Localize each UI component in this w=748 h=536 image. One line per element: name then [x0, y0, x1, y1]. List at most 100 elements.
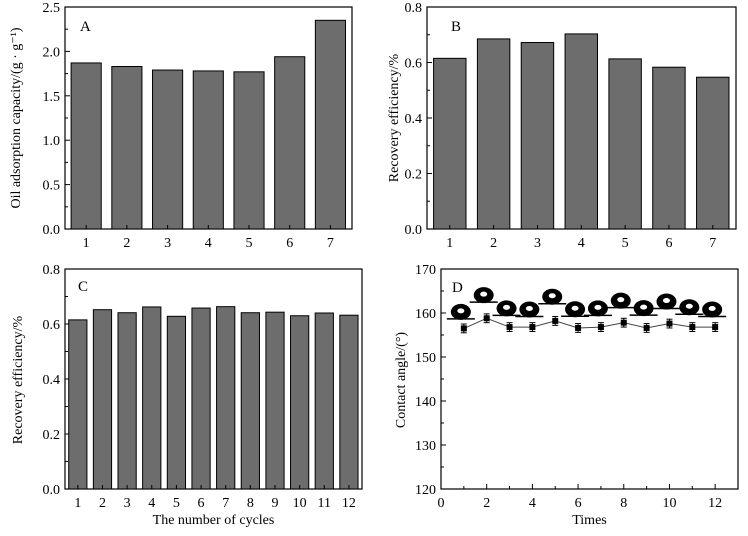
- bar: [216, 306, 236, 490]
- bar: [70, 62, 102, 230]
- x-tick-label: 7: [709, 236, 716, 251]
- bar: [233, 71, 265, 230]
- y-tick-label: 150: [415, 351, 436, 366]
- data-point: [597, 324, 604, 331]
- bar: [274, 56, 306, 230]
- bar: [68, 319, 88, 490]
- bar: [520, 42, 555, 230]
- x-tick-label: 5: [622, 236, 629, 251]
- y-tick-label: 1.0: [43, 134, 61, 149]
- y-tick-label: 0.0: [43, 223, 61, 238]
- x-tick-label: 3: [534, 236, 541, 251]
- panel-d: D 120 130 140 150 160 170 Contact angle/(°) 0 2 4 6…: [394, 263, 739, 528]
- bar: [265, 311, 285, 490]
- x-tick-label: 6: [575, 496, 582, 511]
- y-tick-label: 0.6: [405, 57, 423, 72]
- data-point: [666, 320, 673, 327]
- x-tick-label: 1: [74, 496, 81, 511]
- data-point: [506, 324, 513, 331]
- y-tick-label: 0.2: [405, 168, 423, 183]
- bar: [152, 69, 184, 230]
- droplet-highlight: [525, 305, 533, 311]
- y-tick-label: 170: [415, 263, 436, 278]
- bar: [652, 66, 686, 230]
- panel-label-text: C: [78, 279, 88, 295]
- data-point: [575, 324, 582, 331]
- x-tick-label: 6: [198, 496, 205, 511]
- data-point: [529, 324, 536, 331]
- data-point: [620, 319, 627, 326]
- bar: [290, 315, 310, 490]
- droplet-highlight: [503, 304, 511, 310]
- bar: [92, 309, 113, 490]
- y-tick-label: 2.0: [43, 45, 61, 60]
- panel-label-text: A: [80, 19, 91, 35]
- x-tick-label: 8: [247, 496, 254, 511]
- droplet-highlight: [685, 303, 693, 309]
- bar: [191, 307, 211, 490]
- y-tick-label: 0.0: [405, 223, 423, 238]
- bar: [696, 76, 730, 230]
- y-tick-label: 160: [415, 307, 436, 322]
- y-tick-label: 0.2: [43, 428, 61, 443]
- panel-label-text: B: [451, 19, 461, 35]
- x-tick-label: 2: [123, 236, 130, 251]
- y-tick-label: 0.6: [43, 318, 61, 333]
- bar: [564, 33, 598, 230]
- y-tick-label: 130: [415, 439, 436, 454]
- y-tick-label: 0.4: [43, 373, 61, 388]
- x-tick-label: 6: [665, 236, 672, 251]
- x-tick-label: 4: [578, 236, 585, 251]
- data-point: [643, 324, 650, 331]
- x-tick-label: 10: [662, 496, 676, 511]
- droplet-highlight: [708, 305, 716, 311]
- y-axis-title: Oil adsorption capacity/(g · g⁻¹): [9, 27, 24, 208]
- x-tick-label: 4: [148, 496, 155, 511]
- panel-label-text: D: [452, 280, 463, 296]
- y-axis-title: Recovery efficiency/%: [387, 53, 402, 182]
- x-axis-title: The number of cycles: [153, 513, 275, 528]
- y-tick-label: 2.5: [43, 1, 61, 16]
- x-tick-label: 9: [271, 496, 278, 511]
- x-tick-label: 10: [293, 496, 307, 511]
- data-point: [552, 317, 559, 324]
- droplet-highlight: [548, 293, 556, 299]
- data-point: [460, 325, 467, 332]
- droplet-highlight: [662, 298, 670, 304]
- bar: [166, 315, 187, 490]
- y-tick-label: 0.5: [43, 179, 61, 194]
- panel-b: B 0.0 0.2 0.4 0.6 0.8 Recovery efficiency/% 1 2 3…: [387, 1, 737, 251]
- droplet-highlight: [457, 308, 465, 314]
- data-point: [689, 324, 696, 331]
- x-tick-label: 2: [483, 496, 490, 511]
- x-tick-label: 8: [620, 496, 627, 511]
- x-tick-label: 2: [99, 496, 106, 511]
- x-tick-label: 5: [173, 496, 180, 511]
- series-line: [463, 317, 716, 329]
- bar: [433, 57, 467, 230]
- droplet-highlight: [640, 304, 648, 310]
- y-tick-label: 140: [415, 395, 436, 410]
- bar: [192, 70, 224, 230]
- x-tick-label: 1: [446, 236, 453, 251]
- bar: [339, 314, 359, 490]
- x-tick-label: 12: [708, 496, 722, 511]
- x-axis-title: Times: [572, 513, 607, 528]
- x-tick-label: 0: [438, 496, 445, 511]
- droplet-highlight: [480, 291, 488, 297]
- x-tick-label: 3: [164, 236, 171, 251]
- x-tick-label: 5: [246, 236, 253, 251]
- x-tick-label: 7: [327, 236, 334, 251]
- x-tick-label: 2: [490, 236, 497, 251]
- data-point: [483, 315, 490, 322]
- droplet-highlight: [571, 305, 579, 311]
- y-axis-title: Contact angle/(°): [394, 332, 409, 429]
- x-tick-label: 3: [124, 496, 131, 511]
- bar: [314, 19, 346, 230]
- x-tick-label: 6: [286, 236, 293, 251]
- x-tick-label: 7: [222, 496, 229, 511]
- x-tick-label: 12: [342, 496, 356, 511]
- y-tick-label: 0.8: [43, 263, 61, 278]
- bar: [476, 38, 511, 230]
